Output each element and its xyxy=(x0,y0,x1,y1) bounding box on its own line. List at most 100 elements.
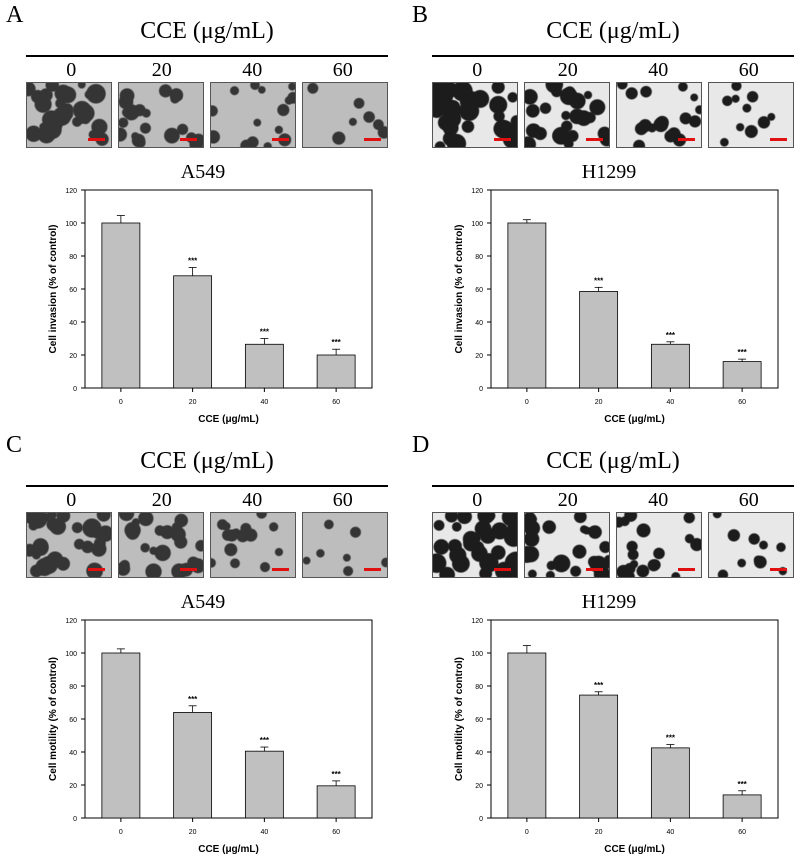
micrograph xyxy=(708,82,794,148)
x-tick-label: 0 xyxy=(525,399,529,406)
bar xyxy=(579,291,619,389)
header-rule xyxy=(26,485,388,487)
cell-line-title: H1299 xyxy=(581,591,637,613)
bar xyxy=(244,750,284,819)
significance-label: *** xyxy=(666,331,676,340)
header-rule xyxy=(26,55,388,57)
x-tick-label: 40 xyxy=(666,829,674,836)
significance-label: *** xyxy=(594,276,604,285)
dose-labels: 0 20 40 60 xyxy=(432,59,794,83)
micrograph-row xyxy=(26,82,388,148)
bar xyxy=(722,794,762,819)
y-tick-label: 100 xyxy=(65,221,77,228)
panel-letter: A xyxy=(6,2,24,28)
cell-line-title: A549 xyxy=(180,161,226,183)
micrograph xyxy=(26,512,112,578)
y-axis-title: Cell motility (% of control) xyxy=(454,657,465,781)
y-tick-label: 120 xyxy=(65,618,77,625)
y-tick-label: 120 xyxy=(471,188,483,195)
dose-label: 0 xyxy=(66,59,77,81)
dose-labels: 0 20 40 60 xyxy=(26,489,388,513)
scale-bar xyxy=(180,138,197,141)
bar xyxy=(101,222,141,389)
micrograph xyxy=(432,82,518,148)
bar xyxy=(507,222,547,389)
y-axis-title: Cell motility (% of control) xyxy=(48,657,59,781)
y-tick-label: 40 xyxy=(69,320,77,327)
y-tick-label: 20 xyxy=(69,353,77,360)
dose-labels: 0 20 40 60 xyxy=(432,489,794,513)
y-tick-label: 40 xyxy=(475,750,483,757)
y-tick-label: 20 xyxy=(475,353,483,360)
scale-bar xyxy=(586,138,603,141)
x-tick-label: 0 xyxy=(119,829,123,836)
micrograph xyxy=(302,512,388,578)
significance-label: *** xyxy=(331,770,341,779)
y-axis-title: Cell invasion (% of control) xyxy=(454,225,465,354)
y-tick-label: 60 xyxy=(69,717,77,724)
x-tick-label: 40 xyxy=(260,399,268,406)
scale-bar xyxy=(272,138,289,141)
scale-bar xyxy=(88,568,105,571)
dose-label: 40 xyxy=(242,489,263,511)
y-tick-label: 100 xyxy=(65,651,77,658)
y-tick-label: 80 xyxy=(475,684,483,691)
significance-label: *** xyxy=(737,348,747,357)
scale-bar xyxy=(770,138,787,141)
dose-header: CCE (μg/mL) xyxy=(140,448,274,474)
micrograph xyxy=(302,82,388,148)
panel-letter: B xyxy=(412,2,429,28)
dose-label: 40 xyxy=(648,489,669,511)
panel-d: D CCE (μg/mL) 0 20 40 60 H1299 0 20 40 60 80… xyxy=(406,430,812,860)
x-axis-title: CCE (μg/mL) xyxy=(198,844,259,855)
micrograph xyxy=(524,82,610,148)
scale-bar xyxy=(180,568,197,571)
significance-label: *** xyxy=(260,328,270,337)
x-tick-label: 20 xyxy=(595,399,603,406)
header-rule xyxy=(432,485,794,487)
y-tick-label: 120 xyxy=(471,618,483,625)
dose-label: 0 xyxy=(66,489,77,511)
micrograph xyxy=(118,512,204,578)
bar xyxy=(316,785,356,819)
y-tick-label: 120 xyxy=(65,188,77,195)
dose-label: 60 xyxy=(332,489,353,511)
panel-letter: D xyxy=(412,432,430,458)
dose-label: 40 xyxy=(242,59,263,81)
bar-chart: 0 20 40 60 80 100 120 0 *** 20 *** 40 *** 60 CCE (μg/m… xyxy=(48,188,373,425)
bar xyxy=(579,694,619,819)
scale-bar xyxy=(770,568,787,571)
dose-labels: 0 20 40 60 xyxy=(26,59,388,83)
x-tick-label: 60 xyxy=(332,829,340,836)
dose-header: CCE (μg/mL) xyxy=(546,448,680,474)
y-tick-label: 20 xyxy=(69,783,77,790)
micrograph-row xyxy=(26,512,388,578)
bar xyxy=(650,343,690,389)
bar xyxy=(173,712,213,819)
dose-label: 20 xyxy=(557,489,578,511)
dose-header: CCE (μg/mL) xyxy=(546,18,680,44)
y-tick-label: 80 xyxy=(69,684,77,691)
dose-header: CCE (μg/mL) xyxy=(140,18,274,44)
x-tick-label: 40 xyxy=(666,399,674,406)
micrograph xyxy=(616,82,702,148)
significance-label: *** xyxy=(260,736,270,745)
bar-chart: 0 20 40 60 80 100 120 0 *** 20 *** 40 *** 60 CCE (μg/m… xyxy=(454,618,779,855)
micrograph-row xyxy=(432,82,794,148)
bar xyxy=(650,747,690,819)
scale-bar xyxy=(678,138,695,141)
cell-line-title: H1299 xyxy=(581,161,637,183)
x-tick-label: 20 xyxy=(189,399,197,406)
significance-label: *** xyxy=(737,780,747,789)
x-axis-title: CCE (μg/mL) xyxy=(198,414,259,425)
y-tick-label: 0 xyxy=(73,386,77,393)
y-tick-label: 60 xyxy=(475,717,483,724)
y-axis-title: Cell invasion (% of control) xyxy=(48,225,59,354)
panel-a: A CCE (μg/mL) 0 20 40 60 A549 0 20 40 60 80 1… xyxy=(0,0,406,430)
y-tick-label: 80 xyxy=(475,254,483,261)
bar xyxy=(507,652,547,819)
x-axis-title: CCE (μg/mL) xyxy=(604,414,665,425)
x-tick-label: 20 xyxy=(595,829,603,836)
y-tick-label: 0 xyxy=(73,816,77,823)
header-rule xyxy=(432,55,794,57)
